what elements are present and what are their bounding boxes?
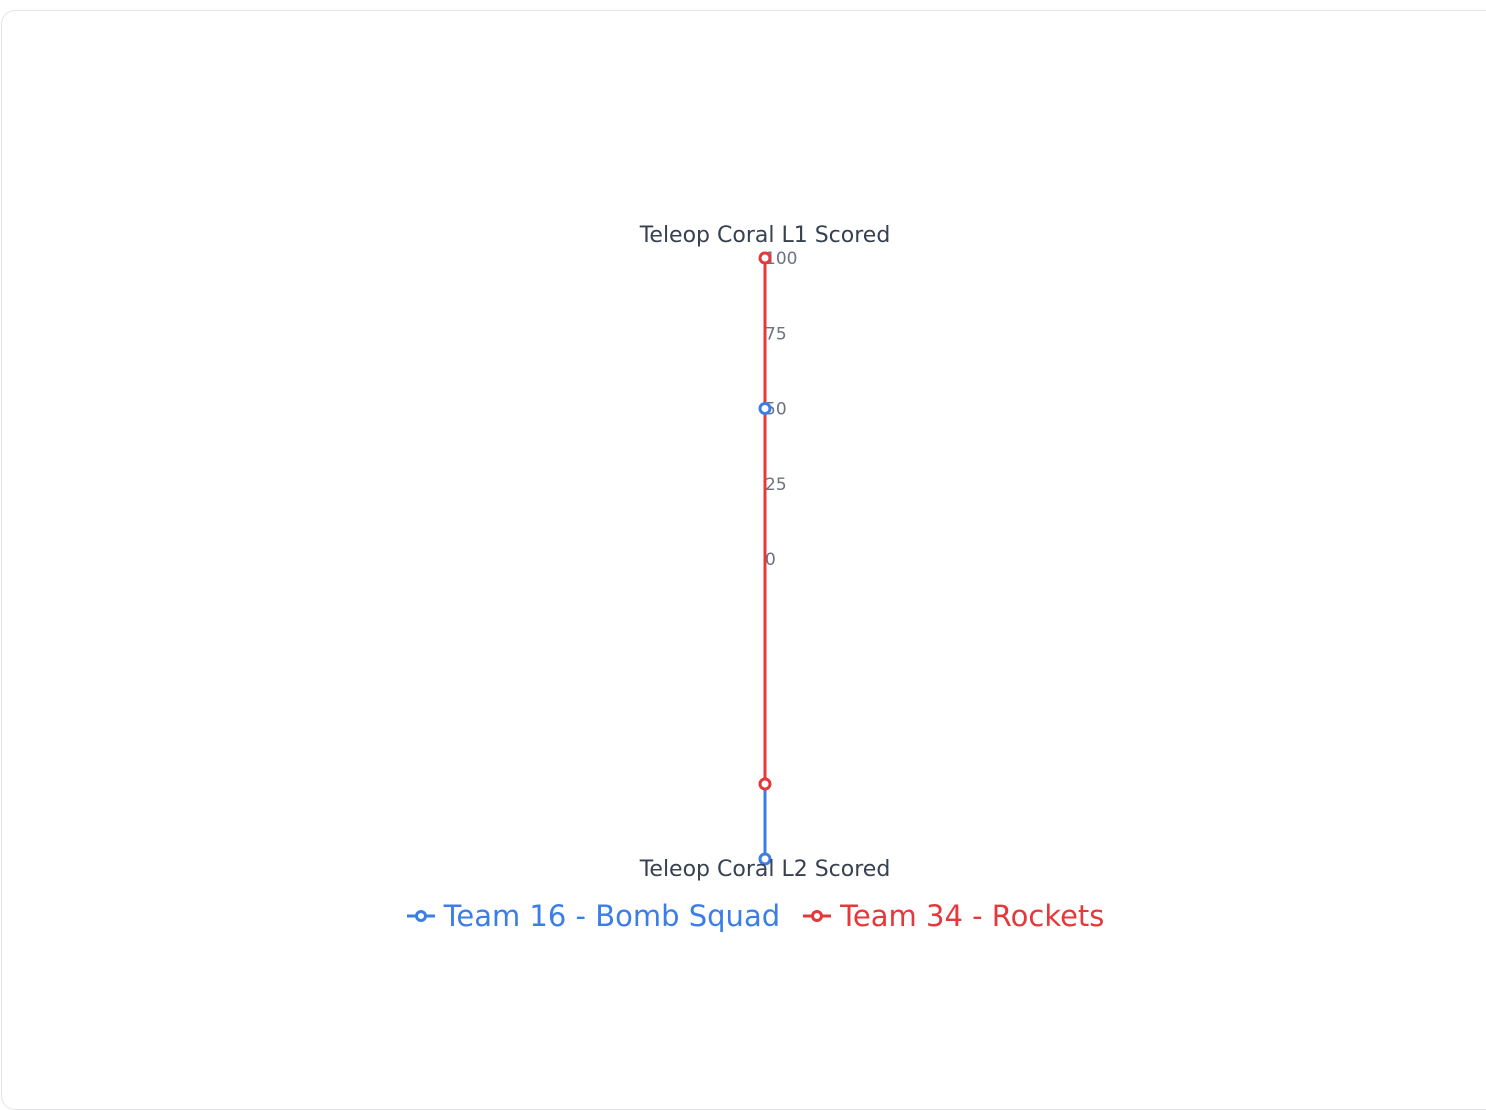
tick-label: 75 bbox=[765, 324, 787, 344]
legend-label: Team 16 - Bomb Squad bbox=[443, 899, 781, 933]
legend-item-team-34[interactable]: Team 34 - Rockets bbox=[802, 896, 1104, 936]
legend: Team 16 - Bomb Squad Team 34 - Rockets bbox=[0, 896, 1486, 936]
tick-label: 50 bbox=[765, 400, 787, 420]
tick-label: 100 bbox=[765, 249, 797, 269]
data-point[interactable] bbox=[758, 251, 772, 265]
tick-label: 0 bbox=[765, 550, 776, 570]
data-point[interactable] bbox=[758, 777, 772, 791]
chart-svg: Teleop Coral L1 Scored 0 25 50 75 100 Teleop… bbox=[639, 223, 891, 882]
axis-title-l1: Teleop Coral L1 Scored bbox=[639, 223, 891, 248]
legend-label: Team 34 - Rockets bbox=[840, 899, 1105, 933]
tick-label: 25 bbox=[765, 475, 787, 495]
legend-item-team-16[interactable]: Team 16 - Bomb Squad bbox=[406, 896, 781, 936]
data-point[interactable] bbox=[758, 402, 772, 415]
legend-marker-icon bbox=[406, 910, 435, 922]
axis-title-l2: Teleop Coral L2 Scored bbox=[639, 857, 891, 882]
chart-card bbox=[1, 10, 1486, 1110]
legend-marker-icon bbox=[803, 910, 832, 922]
data-point[interactable] bbox=[758, 852, 772, 866]
axis-ticks: 0 25 50 75 100 bbox=[765, 249, 797, 570]
series-layer bbox=[758, 251, 772, 866]
